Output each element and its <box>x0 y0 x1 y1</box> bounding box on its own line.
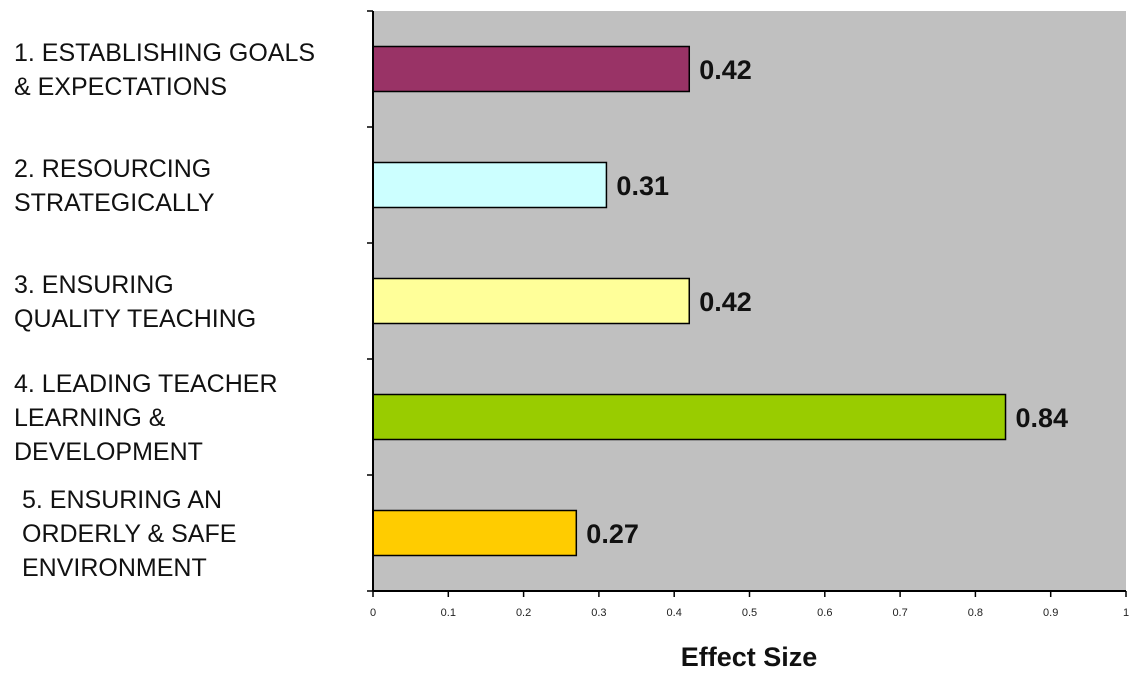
x-tick-label: 0.7 <box>892 607 907 619</box>
data-label: 0.31 <box>616 171 669 201</box>
bar <box>372 393 1007 441</box>
bar <box>372 45 691 93</box>
bar <box>372 161 608 209</box>
category-label: 1. ESTABLISHING GOALS & EXPECTATIONS <box>14 39 315 101</box>
x-tick-label: 1 <box>1123 607 1129 619</box>
category-label-line: QUALITY TEACHING <box>14 305 256 333</box>
bars-group <box>372 45 1007 557</box>
value-labels-group: 0.42 0.31 0.42 0.84 0.27 <box>586 55 1068 549</box>
category-label: 4. LEADING TEACHER LEARNING & DEVELOPMENT <box>14 370 278 466</box>
data-label: 0.42 <box>699 55 752 85</box>
category-label-line: 1. ESTABLISHING GOALS <box>14 39 315 67</box>
category-labels-group: 1. ESTABLISHING GOALS & EXPECTATIONS 2. RE… <box>14 39 315 582</box>
x-tick-label: 0.1 <box>441 607 456 619</box>
category-label-line: STRATEGICALLY <box>14 189 215 217</box>
data-label: 0.27 <box>586 519 639 549</box>
data-label: 0.84 <box>1016 403 1069 433</box>
category-label-line: 5. ENSURING AN <box>22 486 222 514</box>
x-tick-label: 0.8 <box>968 607 983 619</box>
x-tick-label: 0.4 <box>667 607 682 619</box>
category-label-line: ORDERLY & SAFE <box>22 520 236 548</box>
x-tick-label: 0.6 <box>817 607 832 619</box>
bar <box>372 509 578 557</box>
x-tick-label: 0.3 <box>591 607 606 619</box>
category-label: 5. ENSURING AN ORDERLY & SAFE ENVIRONMENT <box>22 486 236 582</box>
category-label-line: LEARNING & <box>14 404 166 432</box>
category-label: 2. RESOURCING STRATEGICALLY <box>14 155 215 217</box>
category-label-line: & EXPECTATIONS <box>14 73 227 101</box>
data-label: 0.42 <box>699 287 752 317</box>
category-label-line: 3. ENSURING <box>14 271 174 299</box>
category-label-line: DEVELOPMENT <box>14 438 203 466</box>
x-tick-label: 0 <box>370 607 376 619</box>
category-label-line: ENVIRONMENT <box>22 554 207 582</box>
x-tick-label: 0.2 <box>516 607 531 619</box>
bar <box>372 277 691 325</box>
category-label: 3. ENSURING QUALITY TEACHING <box>14 271 256 333</box>
category-label-line: 4. LEADING TEACHER <box>14 370 278 398</box>
x-axis-title: Effect Size <box>681 642 818 672</box>
y-axis-ticks <box>367 10 373 592</box>
category-label-line: 2. RESOURCING <box>14 155 211 183</box>
x-tick-label: 0.5 <box>742 607 757 619</box>
x-tick-label: 0.9 <box>1043 607 1058 619</box>
x-axis-ticks: 0 0.1 0.2 0.3 0.4 0.5 0.6 0.7 0.8 0.9 1 <box>370 591 1129 619</box>
